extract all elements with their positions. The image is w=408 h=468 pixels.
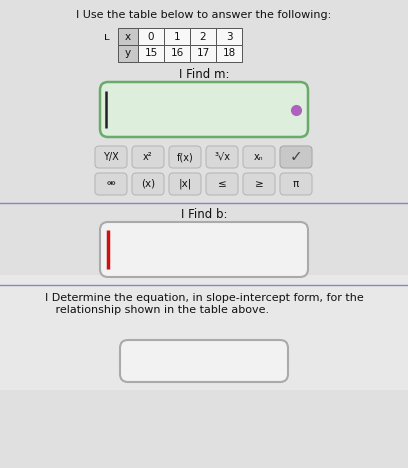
Bar: [216, 45, 242, 62]
Bar: [0, 390, 408, 468]
Text: ≥: ≥: [255, 179, 264, 189]
Text: 2: 2: [200, 31, 206, 42]
Text: Ι Find b:: Ι Find b:: [181, 208, 227, 221]
Text: Y/X: Y/X: [103, 152, 119, 162]
Bar: [190, 45, 216, 62]
Text: y: y: [125, 49, 131, 58]
Text: ≤: ≤: [217, 179, 226, 189]
Text: Ι Use the table below to answer the following:: Ι Use the table below to answer the foll…: [76, 10, 332, 20]
FancyBboxPatch shape: [95, 146, 127, 168]
FancyBboxPatch shape: [100, 82, 308, 137]
FancyBboxPatch shape: [243, 146, 275, 168]
Text: 18: 18: [222, 49, 236, 58]
Text: x: x: [125, 31, 131, 42]
Bar: [138, 28, 164, 45]
Text: (x): (x): [141, 179, 155, 189]
Text: ʟ: ʟ: [104, 31, 110, 42]
Bar: [118, 45, 138, 62]
FancyBboxPatch shape: [100, 222, 308, 277]
FancyBboxPatch shape: [132, 146, 164, 168]
FancyBboxPatch shape: [169, 173, 201, 195]
Bar: [138, 45, 164, 62]
FancyBboxPatch shape: [206, 173, 238, 195]
Bar: [216, 28, 242, 45]
FancyBboxPatch shape: [280, 146, 312, 168]
Text: 3: 3: [226, 31, 232, 42]
Text: π: π: [293, 179, 299, 189]
Bar: [190, 28, 216, 45]
Bar: [164, 28, 190, 45]
Bar: [164, 45, 190, 62]
Text: f(x): f(x): [177, 152, 193, 162]
Bar: [0, 275, 408, 430]
FancyBboxPatch shape: [120, 340, 288, 382]
Text: 0: 0: [148, 31, 154, 42]
FancyBboxPatch shape: [169, 146, 201, 168]
Text: 16: 16: [171, 49, 184, 58]
Text: 17: 17: [196, 49, 210, 58]
Text: xₙ: xₙ: [254, 152, 264, 162]
FancyBboxPatch shape: [132, 173, 164, 195]
Text: Ι Find m:: Ι Find m:: [179, 68, 229, 81]
FancyBboxPatch shape: [280, 173, 312, 195]
FancyBboxPatch shape: [95, 173, 127, 195]
Bar: [118, 28, 138, 45]
Text: ⚮: ⚮: [106, 179, 115, 189]
Text: |x|: |x|: [178, 179, 192, 189]
FancyBboxPatch shape: [243, 173, 275, 195]
Text: ✓: ✓: [290, 149, 302, 164]
Text: x²: x²: [143, 152, 153, 162]
Bar: [0, 0, 408, 275]
FancyBboxPatch shape: [206, 146, 238, 168]
Text: Ι Determine the equation, in slope-intercept form, for the
   relationship shown: Ι Determine the equation, in slope-inter…: [44, 293, 364, 314]
Text: 1: 1: [174, 31, 180, 42]
Text: 15: 15: [144, 49, 157, 58]
Text: ³√x: ³√x: [214, 152, 230, 162]
